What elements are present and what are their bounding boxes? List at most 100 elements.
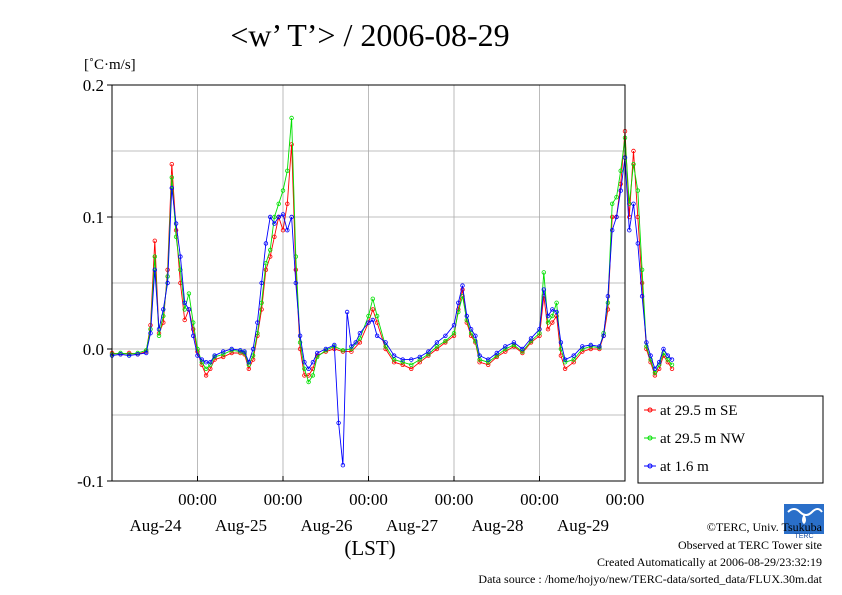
y-tick-label: 0.2 [83,76,104,95]
x-axis-label: (LST) [344,536,395,560]
data-point [537,333,542,338]
data-point [545,327,551,332]
data-point [263,241,269,246]
data-point [627,227,632,233]
data-point [635,241,640,246]
data-point [268,247,273,253]
data-point [511,342,517,348]
x-tick-date-label: Aug-29 [557,516,609,535]
data-point [190,333,196,338]
data-point [208,366,213,371]
data-point [477,360,482,365]
data-point [238,349,243,354]
data-point [537,331,542,336]
data-point [456,300,461,305]
data-point [357,331,363,336]
data-point [558,340,564,345]
data-point [302,366,307,371]
series-layer [109,115,675,468]
data-point [550,320,555,325]
data-point [665,357,670,362]
data-point [631,201,636,206]
data-point [562,357,568,362]
data-point [366,313,371,319]
data-point [173,221,179,226]
data-point [473,338,478,344]
terc-logo-text: TERC [794,533,813,540]
data-point [434,346,440,352]
data-point [400,357,405,362]
x-tick-date-label: Aug-27 [386,516,438,535]
data-point [597,344,602,349]
data-point [135,352,140,357]
data-point [571,360,576,365]
data-point [169,175,174,180]
data-point [242,349,247,354]
data-point [238,348,243,353]
data-point [652,370,658,375]
data-point [310,373,316,378]
data-point [417,354,422,360]
data-point [443,338,448,344]
data-point [528,336,534,341]
data-point [605,294,611,299]
data-point [161,307,166,312]
data-point [340,348,346,353]
legend: at 29.5 m SE at 29.5 m NW at 1.6 m [637,395,824,484]
data-point [417,357,422,362]
data-point [229,348,234,353]
data-point [306,366,311,371]
data-point [199,360,204,365]
data-point [657,360,662,365]
data-point [203,366,209,371]
data-point [562,360,568,365]
data-point [366,320,371,325]
data-point [618,168,623,173]
data-point [280,227,286,233]
data-point [554,309,559,315]
data-point [186,291,192,296]
data-point [126,352,132,357]
data-point [383,340,388,345]
data-point [293,267,298,272]
y-axis-ticks: 0.2 0.1 0.0 -0.1 [77,76,112,491]
data-point [648,353,653,358]
series-line-3 [111,157,673,466]
data-point [537,327,542,332]
data-point [601,333,606,338]
data-point [229,350,234,356]
data-point [272,214,277,220]
data-point [511,340,517,345]
data-point [434,344,440,349]
data-point [259,280,264,286]
data-point [212,353,217,358]
y-axis-unit: [˚C·m/s] [84,57,136,73]
credit-text: ©TERC, Univ. Tsukuba [707,520,823,534]
data-point [639,280,645,286]
x-tick-time-label: 00:00 [606,490,645,509]
data-point [648,357,653,362]
data-point [631,148,636,154]
x-tick-date-label: Aug-24 [130,516,182,535]
droplet-icon [802,514,806,524]
data-point [571,353,576,358]
x-tick-date-label: Aug-26 [301,516,353,535]
data-point [391,357,397,362]
data-point [182,300,187,305]
data-point [199,357,204,362]
data-point [272,221,277,226]
data-point [178,254,183,259]
data-point [665,353,670,358]
data-point [443,333,448,338]
data-point [246,366,251,371]
data-point [250,346,256,352]
data-point [255,320,260,325]
data-point [409,357,414,362]
data-point [340,463,346,468]
data-point [220,349,226,354]
data-point [263,267,269,272]
data-point [494,353,499,358]
data-point [156,327,162,332]
terc-logo: TERC [784,504,824,540]
data-point [289,115,294,121]
